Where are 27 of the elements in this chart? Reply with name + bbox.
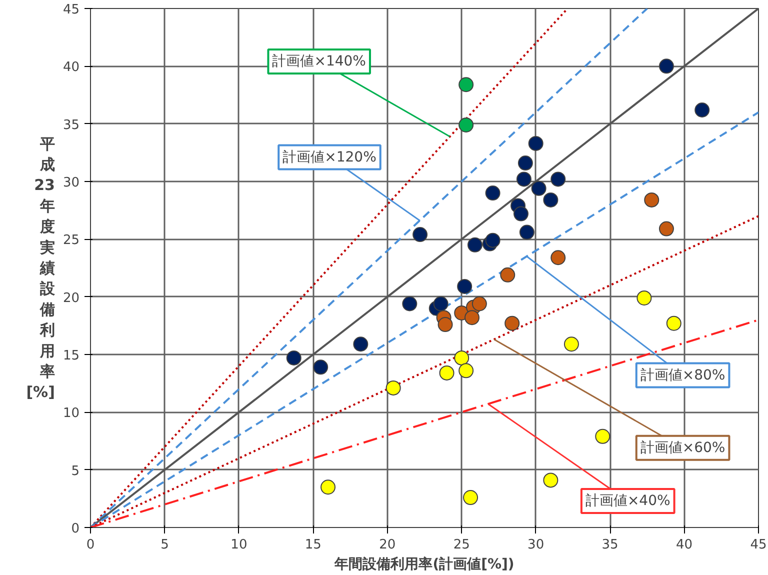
y-tick-label: 25 xyxy=(62,233,80,248)
y-tick-label: 45 xyxy=(62,2,80,18)
text: 平成23年度実績設備利用率[%] xyxy=(26,134,55,402)
y-tick-label: 5 xyxy=(71,464,80,479)
x-tick-label: 35 xyxy=(602,538,618,552)
x-axis-title: 年間設備利用率(計画値[%]) xyxy=(334,556,514,572)
y-tick-label: 35 xyxy=(62,118,80,133)
x-tick-label: 5 xyxy=(160,538,169,552)
y-tick-label: 0 xyxy=(71,522,80,536)
y-tick-label: 30 xyxy=(62,176,80,190)
x-tick-label: 30 xyxy=(528,538,544,552)
x-tick-label: 40 xyxy=(676,538,693,552)
x-tick-label: 20 xyxy=(379,538,396,552)
y-tick-label: 15 xyxy=(62,348,80,364)
y-tick-label: 40 xyxy=(62,60,80,76)
y-tick-label: 10 xyxy=(62,406,80,422)
annotation: 計画値×140% xyxy=(272,54,366,70)
x-tick-label: 0 xyxy=(86,538,95,552)
x-tick-label: 45 xyxy=(750,538,767,552)
x-tick-label: 15 xyxy=(304,538,322,552)
x-tick-label: 25 xyxy=(453,538,470,552)
x-tick-label: 10 xyxy=(230,538,248,552)
annotation: 計画値×40% xyxy=(585,492,670,509)
annotation: 計画値×80% xyxy=(640,367,726,384)
annotation: 計画値×120% xyxy=(282,149,376,166)
y-tick-label: 20 xyxy=(62,290,80,306)
annotation: 計画値×60% xyxy=(640,440,726,456)
